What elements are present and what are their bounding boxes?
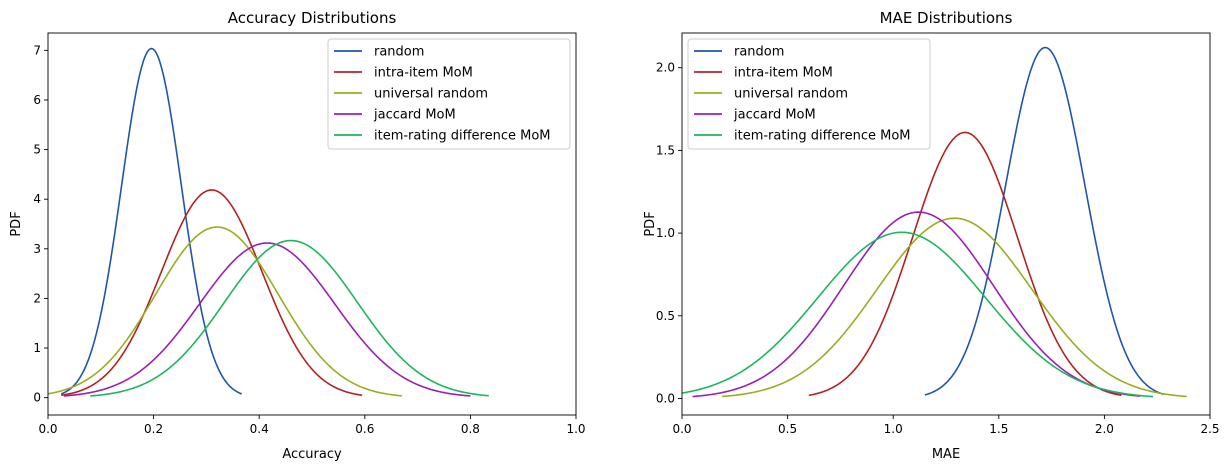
y-axis-label: PDF — [643, 211, 658, 236]
y-tick-label: 2.0 — [656, 61, 675, 75]
chart-title: MAE Distributions — [880, 9, 1013, 27]
legend-label-universal-random: universal random — [374, 87, 488, 102]
x-tick-label: 1.0 — [566, 422, 585, 436]
y-tick-label: 1.5 — [656, 143, 675, 157]
series-line-random — [60, 47, 243, 395]
x-tick-label: 1.5 — [989, 422, 1008, 436]
legend-label-jaccard-mom: jaccard MoM — [373, 108, 456, 123]
y-tick-label: 4 — [33, 192, 41, 206]
series-line-universal-random — [48, 226, 402, 397]
legend: random intra-item MoM universal random jacc… — [327, 38, 571, 150]
series-line-universal-random — [722, 217, 1187, 398]
legend-box — [327, 38, 571, 150]
series-line-item-rating-difference-mom — [682, 231, 1154, 398]
y-tick-label: 2 — [33, 291, 41, 305]
y-tick-label: 0.5 — [656, 309, 675, 323]
series-line-random — [924, 46, 1164, 396]
x-tick-label: 2.5 — [1200, 422, 1219, 436]
x-tick-label: 1.0 — [884, 422, 903, 436]
x-tick-label: 0.4 — [250, 422, 269, 436]
mae-chart: 0.0 0.5 1.0 1.5 2.0 2.5 0.0 0.5 1.0 1.5 2.0 MAE PDF M… — [643, 9, 1220, 462]
accuracy-chart: 0.0 0.2 0.4 0.6 0.8 1.0 0 1 2 3 4 5 6 7 Accuracy PDF Acc… — [9, 9, 586, 462]
y-tick-label: 1.0 — [656, 226, 675, 240]
y-axis-label: PDF — [9, 211, 24, 236]
series-line-item-rating-difference-mom — [90, 239, 489, 397]
x-tick-label: 0.5 — [778, 422, 797, 436]
legend: random intra-item MoM universal random jacc… — [687, 38, 931, 150]
x-axis-label: Accuracy — [282, 447, 342, 462]
series-line-intra-item-mom — [61, 189, 363, 397]
series-line-jaccard-mom — [692, 211, 1141, 398]
legend-label-intra-item-mom: intra-item MoM — [734, 66, 833, 81]
legend-label-intra-item-mom: intra-item MoM — [374, 66, 473, 81]
y-tick-label: 6 — [33, 93, 41, 107]
x-tick-label: 2.0 — [1095, 422, 1114, 436]
legend-label-jaccard-mom: jaccard MoM — [733, 108, 816, 123]
y-tick-label: 7 — [33, 43, 41, 57]
x-tick-label: 0.8 — [461, 422, 480, 436]
plot-frame — [47, 32, 577, 416]
y-tick-label: 3 — [33, 242, 41, 256]
chart-title: Accuracy Distributions — [228, 9, 397, 27]
y-tick-label: 5 — [33, 143, 41, 157]
y-tick-label: 0 — [33, 391, 41, 405]
x-tick-label: 0.0 — [672, 422, 691, 436]
y-tick-label: 1 — [33, 341, 41, 355]
legend-label-item-rating-difference-mom: item-rating difference MoM — [734, 129, 910, 144]
series-group — [48, 47, 489, 397]
legend-label-universal-random: universal random — [734, 87, 848, 102]
x-tick-label: 0.2 — [144, 422, 163, 436]
x-axis-label: MAE — [932, 447, 960, 462]
plot-frame — [681, 32, 1211, 416]
series-group — [682, 46, 1187, 398]
x-tick-label: 0.0 — [38, 422, 57, 436]
series-line-intra-item-mom — [808, 131, 1122, 397]
legend-label-item-rating-difference-mom: item-rating difference MoM — [374, 129, 550, 144]
legend-label-random: random — [374, 45, 424, 60]
y-tick-label: 0.0 — [656, 391, 675, 405]
legend-box — [687, 38, 931, 150]
x-tick-label: 0.6 — [355, 422, 374, 436]
legend-label-random: random — [734, 45, 784, 60]
series-line-jaccard-mom — [63, 242, 471, 397]
